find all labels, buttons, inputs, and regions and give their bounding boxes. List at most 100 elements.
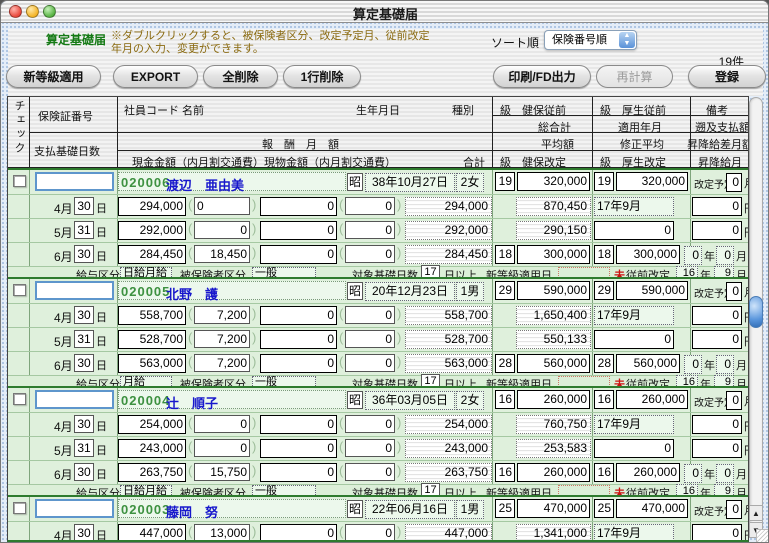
kosei-before-amount[interactable]: 260,000: [616, 390, 688, 409]
updown-diff-input[interactable]: 0: [692, 221, 742, 240]
inkind-amount-input[interactable]: 0: [260, 245, 337, 264]
print-fd-button[interactable]: 印刷/FD出力: [493, 65, 591, 88]
adjusted-average-input[interactable]: 0: [594, 330, 674, 349]
retro-pay-input[interactable]: 0: [692, 415, 742, 434]
kosei-before-amount[interactable]: 590,000: [616, 281, 688, 300]
kenpo-before-grade[interactable]: 29: [495, 281, 515, 300]
row-checkbox[interactable]: [13, 175, 26, 187]
kenpo-before-grade[interactable]: 19: [495, 172, 515, 191]
kosei-before-grade[interactable]: 25: [594, 499, 614, 518]
close-button[interactable]: [9, 5, 22, 18]
kosei-before-grade[interactable]: 16: [594, 390, 614, 409]
retro-pay-input[interactable]: 0: [692, 197, 742, 216]
cash-amount-input[interactable]: 243,000: [118, 439, 186, 458]
insurance-number-input[interactable]: [35, 281, 114, 300]
row-checkbox[interactable]: [13, 284, 26, 296]
kenpo-before-amount[interactable]: 320,000: [517, 172, 590, 191]
days-input[interactable]: 30: [74, 415, 94, 433]
updown-diff-input[interactable]: 0: [692, 330, 742, 349]
kosei-before-grade[interactable]: 29: [594, 281, 614, 300]
scroll-up-arrow[interactable]: ▲: [749, 505, 763, 521]
cash-commute-input[interactable]: 18,450: [194, 245, 250, 263]
inkind-amount-input[interactable]: 0: [260, 463, 337, 482]
inkind-commute-input[interactable]: 0: [345, 439, 395, 457]
cash-amount-input[interactable]: 447,000: [118, 524, 186, 540]
kaitei-month-input[interactable]: 0: [726, 282, 742, 301]
days-input[interactable]: 31: [74, 221, 94, 239]
kosei-before-grade[interactable]: 19: [594, 172, 614, 191]
days-input[interactable]: 30: [74, 463, 94, 481]
inkind-commute-input[interactable]: 0: [345, 415, 395, 433]
kosei-after-grade[interactable]: 18: [594, 245, 614, 264]
days-input[interactable]: 30: [74, 197, 94, 215]
cash-amount-input[interactable]: 292,000: [118, 221, 186, 240]
delete-row-button[interactable]: 1行削除: [283, 65, 361, 88]
cash-commute-input[interactable]: 0: [194, 415, 250, 433]
days-input[interactable]: 31: [74, 330, 94, 348]
titlebar[interactable]: 算定基礎届: [1, 1, 768, 23]
insurance-number-input[interactable]: [35, 499, 114, 518]
kenpo-before-amount[interactable]: 260,000: [517, 390, 590, 409]
kosei-after-grade[interactable]: 28: [594, 354, 614, 373]
inkind-commute-input[interactable]: 0: [345, 463, 395, 481]
kosei-before-amount[interactable]: 320,000: [616, 172, 688, 191]
target-days-input[interactable]: 17: [421, 374, 440, 389]
new-grade-button[interactable]: 新等級適用: [6, 65, 101, 88]
days-input[interactable]: 30: [74, 354, 94, 372]
inkind-amount-input[interactable]: 0: [260, 197, 337, 216]
kenpo-before-grade[interactable]: 25: [495, 499, 515, 518]
cash-commute-input[interactable]: 0: [194, 197, 250, 215]
inkind-commute-input[interactable]: 0: [345, 330, 395, 348]
kenpo-before-amount[interactable]: 470,000: [517, 499, 590, 518]
inkind-amount-input[interactable]: 0: [260, 354, 337, 373]
cash-amount-input[interactable]: 558,700: [118, 306, 186, 325]
employee-header-row[interactable]: 020003 藤岡 努昭 22年06月16日 1男 25 470,000 25 470,000…: [8, 497, 748, 521]
insurance-number-input[interactable]: [35, 390, 114, 409]
cash-commute-input[interactable]: 13,000: [194, 524, 250, 540]
cash-amount-input[interactable]: 563,000: [118, 354, 186, 373]
employee-header-row[interactable]: 020006 渡辺 亜由美昭 38年10月27日 2女 19 320,000 19 320,0…: [8, 170, 748, 194]
updown-diff-input[interactable]: 0: [692, 439, 742, 458]
export-button[interactable]: EXPORT: [113, 65, 198, 88]
kenpo-after-amount[interactable]: 300,000: [517, 245, 590, 264]
kenpo-before-grade[interactable]: 16: [495, 390, 515, 409]
cash-commute-input[interactable]: 15,750: [194, 463, 250, 481]
kosei-after-amount[interactable]: 300,000: [616, 245, 680, 264]
minimize-button[interactable]: [26, 5, 39, 18]
kenpo-after-grade[interactable]: 16: [495, 463, 515, 482]
kaitei-month-input[interactable]: 0: [726, 173, 742, 192]
cash-amount-input[interactable]: 294,000: [118, 197, 186, 216]
cash-amount-input[interactable]: 263,750: [118, 463, 186, 482]
kaitei-month-input[interactable]: 0: [726, 391, 742, 410]
retro-pay-input[interactable]: 0: [692, 306, 742, 325]
kosei-after-amount[interactable]: 560,000: [616, 354, 680, 373]
zoom-button[interactable]: [43, 5, 56, 18]
row-checkbox[interactable]: [13, 393, 26, 405]
inkind-amount-input[interactable]: 0: [260, 306, 337, 325]
insurance-number-input[interactable]: [35, 172, 114, 191]
row-checkbox[interactable]: [13, 502, 26, 514]
cash-commute-input[interactable]: 7,200: [194, 330, 250, 348]
employee-header-row[interactable]: 020005 北野 護昭 20年12月23日 1男 29 590,000 29 590,000…: [8, 279, 748, 303]
adjusted-average-input[interactable]: 0: [594, 439, 674, 458]
kenpo-before-amount[interactable]: 590,000: [517, 281, 590, 300]
days-input[interactable]: 30: [74, 245, 94, 263]
days-input[interactable]: 31: [74, 439, 94, 457]
kenpo-after-amount[interactable]: 260,000: [517, 463, 590, 482]
inkind-amount-input[interactable]: 0: [260, 524, 337, 540]
employee-header-row[interactable]: 020004 辻 順子昭 36年03月05日 2女 16 260,000 16 260,000…: [8, 388, 748, 412]
inkind-commute-input[interactable]: 0: [345, 221, 395, 239]
kosei-after-amount[interactable]: 260,000: [616, 463, 680, 482]
cash-amount-input[interactable]: 284,450: [118, 245, 186, 264]
register-button[interactable]: 登録: [688, 65, 766, 88]
kenpo-after-grade[interactable]: 28: [495, 354, 515, 373]
kosei-before-amount[interactable]: 470,000: [616, 499, 688, 518]
inkind-commute-input[interactable]: 0: [345, 354, 395, 372]
inkind-commute-input[interactable]: 0: [345, 245, 395, 263]
cash-commute-input[interactable]: 0: [194, 221, 250, 239]
scrollbar-thumb[interactable]: [749, 296, 763, 328]
adjusted-average-input[interactable]: 0: [594, 221, 674, 240]
resize-grip[interactable]: [756, 529, 768, 542]
target-days-input[interactable]: 17: [421, 483, 440, 498]
kenpo-after-amount[interactable]: 560,000: [517, 354, 590, 373]
